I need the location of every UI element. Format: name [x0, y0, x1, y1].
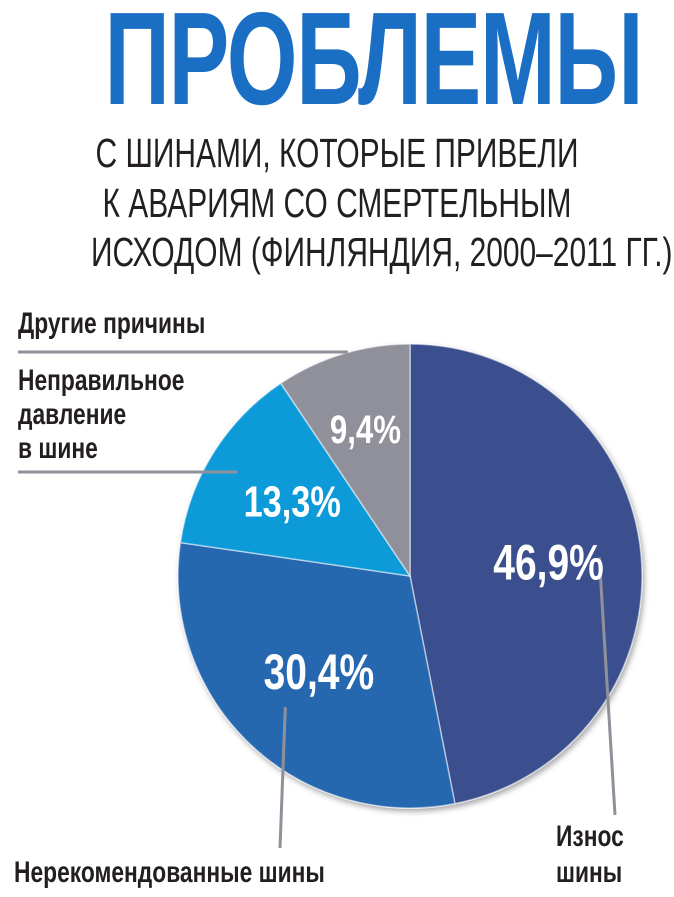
label-pressure-line-1: Неправильное: [18, 364, 185, 397]
pct-label-nonrecommended: 30,4%: [264, 643, 375, 700]
pct-label-pressure: 13,3%: [244, 477, 341, 526]
leader-line-nonrecommended: [278, 707, 287, 849]
pct-label-tire-wear: 46,9%: [493, 534, 604, 591]
pct-label-other: 9,4%: [330, 407, 401, 452]
pie-slice-tire-wear: [409, 343, 643, 805]
label-pressure-line-2: давление: [18, 398, 127, 431]
label-tire-wear-line-1: Износ: [556, 820, 624, 853]
label-tire-wear-line-2: шины: [556, 856, 623, 889]
leader-line-tire-wear: [597, 557, 617, 816]
label-pressure-line-3: в шине: [18, 432, 98, 465]
pie-slice-pressure: [179, 382, 412, 577]
label-other-causes: Другие причины: [18, 307, 206, 340]
pie-slice-nonrecommended: [177, 541, 456, 809]
pie-slices: [177, 343, 643, 809]
pie-slice-other: [279, 343, 411, 579]
subtitle-line-1: С ШИНАМИ, КОТОРЫЕ ПРИВЕЛИ: [95, 130, 579, 176]
subtitle-line-3: ИСХОДОМ (ФИНЛЯНДИЯ, 2000–2011 ГГ.): [90, 229, 673, 275]
subtitle-line-2: К АВАРИЯМ СО СМЕРТЕЛЬНЫМ: [102, 180, 572, 226]
leader-lines: [18, 350, 617, 849]
percentage-labels: 46,9% 30,4% 13,3% 9,4%: [244, 407, 604, 700]
chart-title: ПРОБЛЕМЫ: [104, 0, 643, 132]
label-nonrecommended-tires: Нерекомендованные шины: [14, 856, 325, 889]
